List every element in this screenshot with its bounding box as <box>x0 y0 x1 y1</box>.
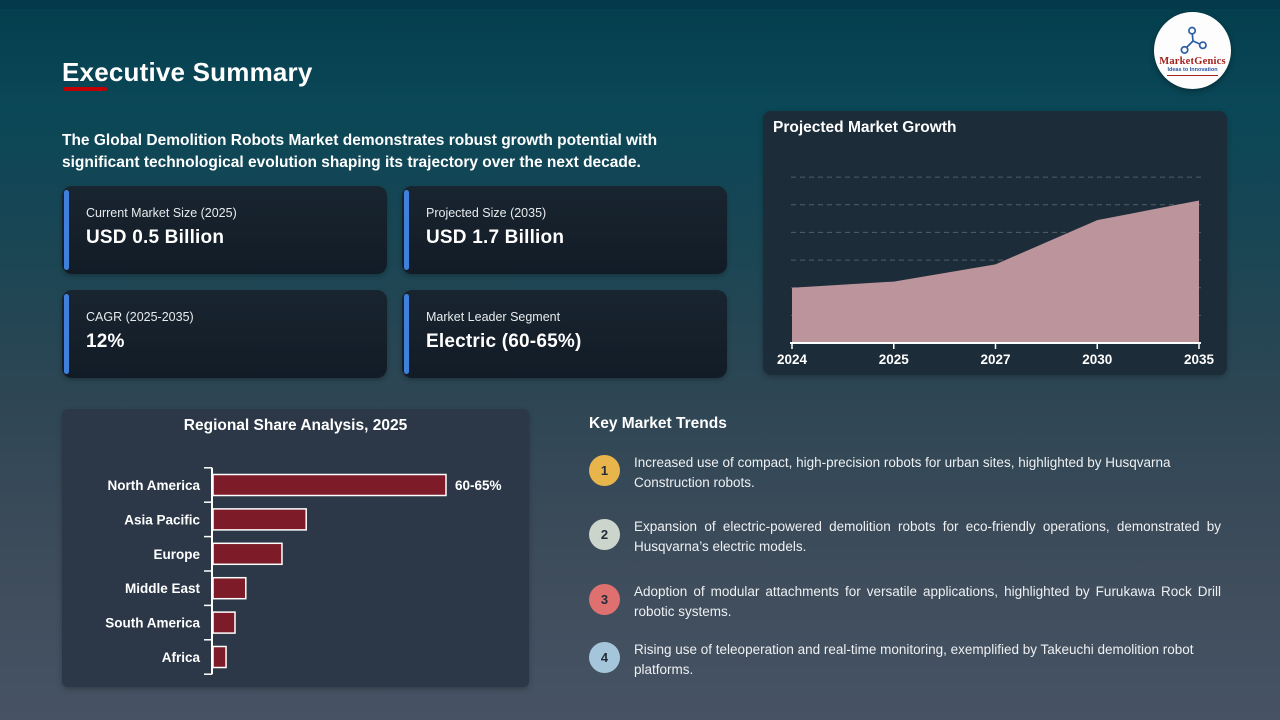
stat-label: Projected Size (2035) <box>426 206 547 220</box>
title-underline <box>63 87 107 91</box>
stat-value: 12% <box>86 331 125 352</box>
regional-category-label: Middle East <box>125 581 201 596</box>
regional-category-label: Asia Pacific <box>124 512 200 527</box>
trends-heading: Key Market Trends <box>589 415 727 432</box>
growth-chart-title: Projected Market Growth <box>773 119 957 136</box>
stat-value: USD 1.7 Billion <box>426 227 565 248</box>
trend-number-badge: 2 <box>589 519 620 550</box>
stat-card-cagr: CAGR (2025-2035) 12% <box>62 290 387 378</box>
intro-paragraph: The Global Demolition Robots Market demo… <box>62 130 762 174</box>
key-market-trends-section: Key Market Trends 1 Increased use of com… <box>589 409 1221 699</box>
trend-item-2: 2 Expansion of electric-powered demoliti… <box>589 517 1221 557</box>
stat-label: Current Market Size (2025) <box>86 206 237 220</box>
card-accent-bar <box>404 190 409 270</box>
growth-x-label: 2025 <box>879 352 910 367</box>
stat-value: USD 0.5 Billion <box>86 227 225 248</box>
molecule-icon <box>1180 26 1207 54</box>
logo-tagline: Ideas to Innovation <box>1167 67 1218 76</box>
regional-bar <box>212 542 283 566</box>
marketgenics-logo: MarketGenics Ideas to Innovation <box>1154 12 1231 89</box>
growth-area-chart: 2024 2025 2027 2030 2035 <box>777 176 1215 367</box>
trend-text: Adoption of modular attachments for vers… <box>634 584 1221 619</box>
regional-bar <box>212 576 247 600</box>
growth-x-label: 2027 <box>980 352 1010 367</box>
stat-card-market-leader: Market Leader Segment Electric (60-65%) <box>402 290 727 378</box>
trend-number-badge: 4 <box>589 642 620 673</box>
card-accent-bar <box>404 294 409 374</box>
regional-bar <box>212 611 236 634</box>
trend-number-badge: 1 <box>589 455 620 486</box>
regional-share-panel: Regional Share Analysis, 2025 North Amer… <box>62 409 529 687</box>
trend-text: Expansion of electric-powered demolition… <box>634 519 1221 554</box>
trend-text: Rising use of teleoperation and real-tim… <box>634 642 1194 677</box>
top-strip <box>0 0 1280 9</box>
trend-item-1: 1 Increased use of compact, high-precisi… <box>589 453 1221 493</box>
stat-value: Electric (60-65%) <box>426 331 582 352</box>
growth-x-label: 2030 <box>1082 352 1112 367</box>
card-accent-bar <box>64 190 69 270</box>
trend-text: Increased use of compact, high-precision… <box>634 455 1171 490</box>
regional-bar <box>212 645 227 669</box>
stat-card-projected-size: Projected Size (2035) USD 1.7 Billion <box>402 186 727 274</box>
stat-card-current-market-size: Current Market Size (2025) USD 0.5 Billi… <box>62 186 387 274</box>
regional-bar <box>212 473 447 497</box>
regional-category-label: South America <box>105 616 200 631</box>
stat-label: Market Leader Segment <box>426 310 561 324</box>
regional-category-label: North America <box>107 478 200 493</box>
intro-line-2: significant technological evolution shap… <box>62 153 641 171</box>
regional-chart-title: Regional Share Analysis, 2025 <box>183 417 408 434</box>
stat-label: CAGR (2025-2035) <box>86 310 194 324</box>
trend-number-badge: 3 <box>589 584 620 615</box>
growth-x-label: 2035 <box>1184 352 1215 367</box>
trend-item-4: 4 Rising use of teleoperation and real-t… <box>589 640 1221 680</box>
card-accent-bar <box>64 294 69 374</box>
regional-category-label: Africa <box>162 650 201 665</box>
logo-name: MarketGenics <box>1159 55 1226 67</box>
projected-market-growth-panel: Projected Market Growth 2024 2025 2027 2030… <box>763 111 1227 375</box>
growth-x-label: 2024 <box>777 352 808 367</box>
regional-value-label: 60-65% <box>455 478 502 493</box>
growth-area-series <box>792 200 1199 343</box>
intro-line-1: The Global Demolition Robots Market demo… <box>62 131 658 149</box>
regional-bar <box>212 508 307 531</box>
trend-item-3: 3 Adoption of modular attachments for ve… <box>589 582 1221 622</box>
regional-bar-chart: North America 60-65% Asia Pacific Europe Mid… <box>105 467 502 675</box>
regional-category-label: Europe <box>153 547 200 562</box>
page-title: Executive Summary <box>62 57 313 88</box>
